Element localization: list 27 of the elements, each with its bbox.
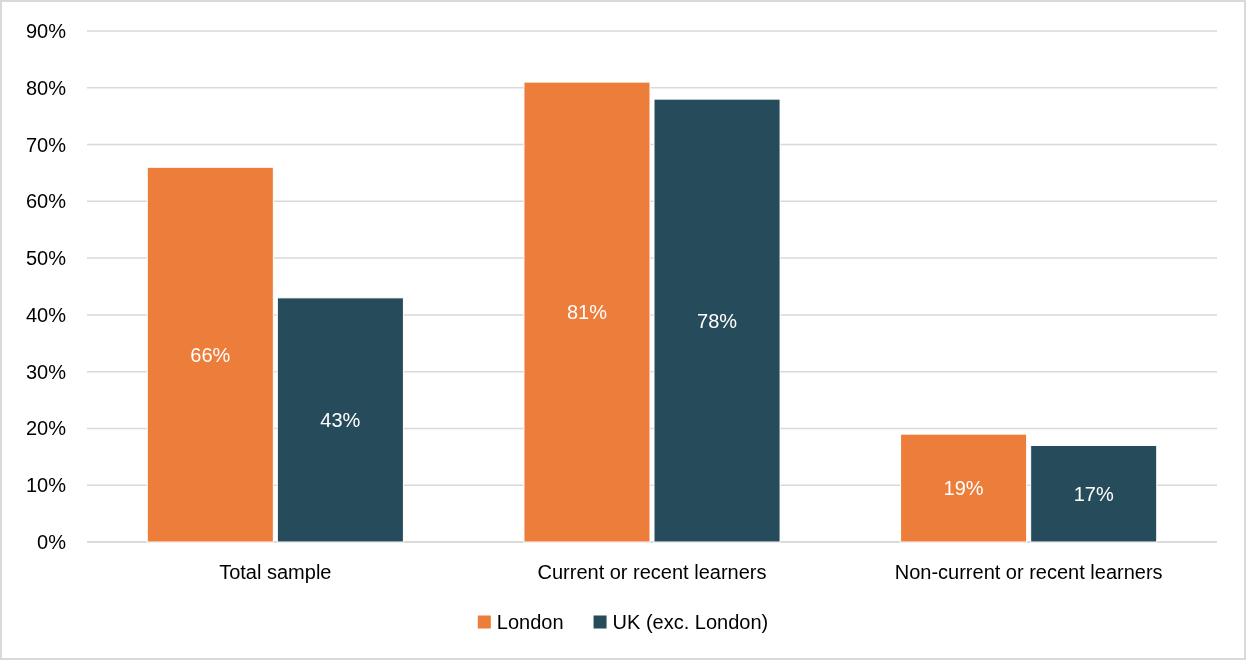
- y-tick-label: 20%: [25, 417, 67, 440]
- legend-label: UK (exc. London): [612, 611, 769, 633]
- y-tick-label: 90%: [25, 20, 67, 42]
- y-tick-label: 50%: [25, 247, 67, 270]
- bar: [653, 98, 781, 543]
- y-tick-label: 10%: [25, 474, 67, 497]
- data-label: 17%: [1073, 482, 1114, 505]
- x-tick-label: Non-current or recent learners: [894, 561, 1163, 583]
- bar: [276, 297, 404, 543]
- legend-label: London: [496, 611, 564, 633]
- bar: [523, 81, 651, 543]
- data-label: 43%: [320, 408, 361, 431]
- x-tick-label: Total sample: [219, 561, 332, 583]
- y-tick-label: 40%: [25, 303, 67, 326]
- data-label: 19%: [943, 477, 984, 500]
- x-tick-label: Current or recent learners: [537, 561, 767, 583]
- y-tick-label: 60%: [25, 190, 67, 213]
- data-label: 66%: [190, 343, 231, 366]
- bar: [1030, 444, 1158, 543]
- data-label: 81%: [566, 301, 608, 324]
- y-tick-label: 0%: [37, 531, 67, 553]
- y-tick-label: 70%: [25, 133, 67, 156]
- bar: [146, 166, 274, 543]
- y-tick-label: 80%: [25, 76, 67, 99]
- data-label: 78%: [697, 309, 738, 332]
- bar: [900, 433, 1028, 543]
- y-tick-label: 30%: [25, 360, 67, 383]
